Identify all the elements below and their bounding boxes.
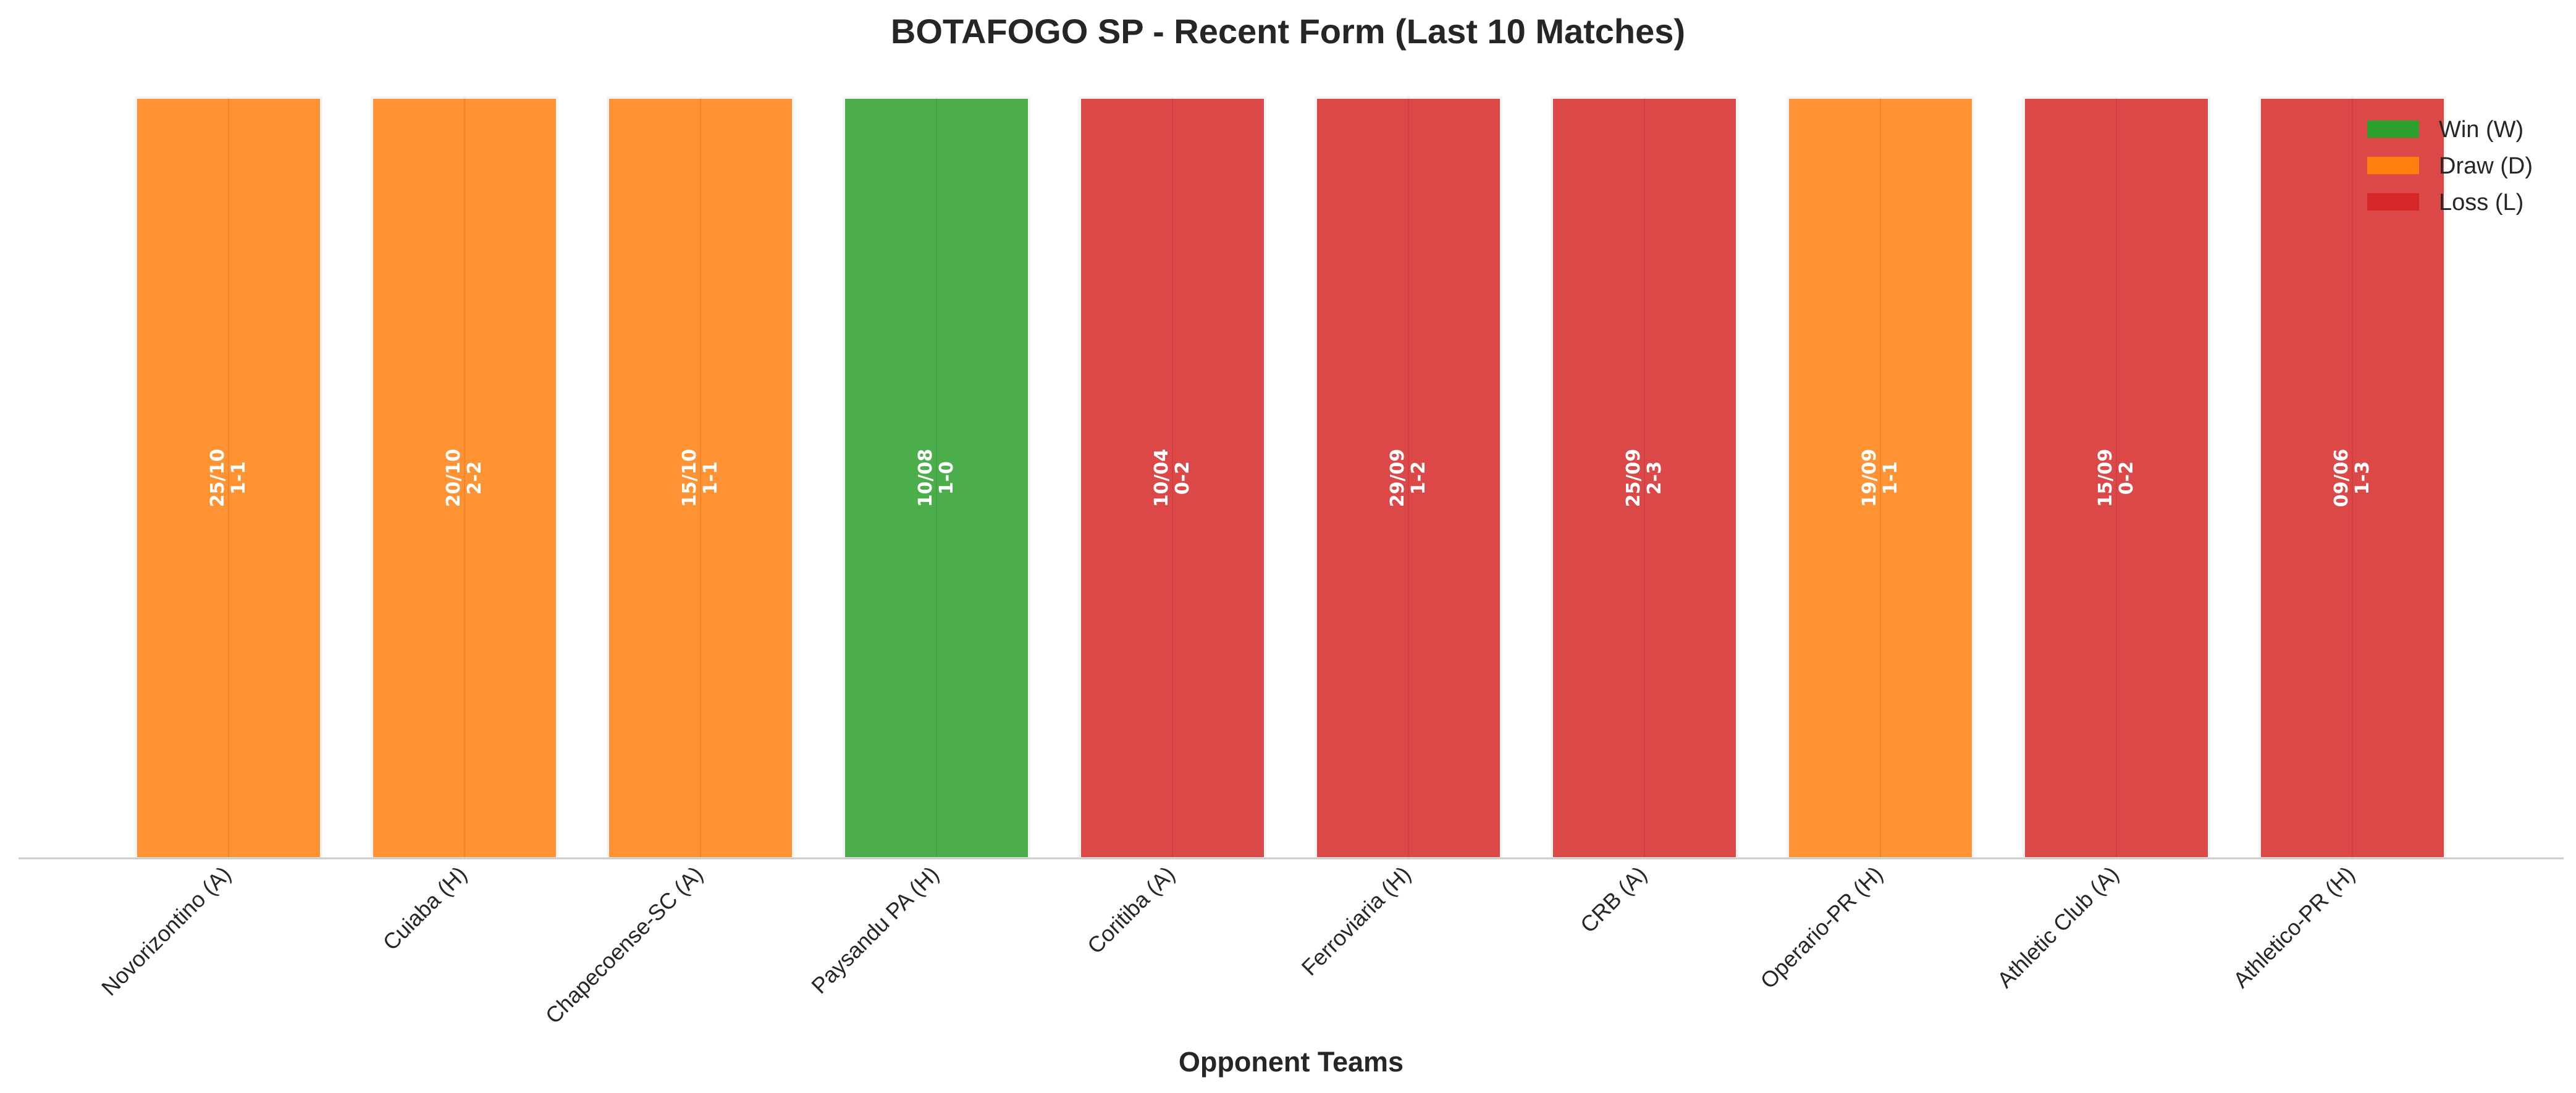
bar-5 <box>1079 96 1266 860</box>
legend-label: Win (W) <box>2439 117 2523 143</box>
bars-layer: 25/101-1 20/102-2 15/101-1 10/081-0 10/040-2… <box>135 96 2446 860</box>
x-tick-labels: Novorizontino (A) Cuiaba (H) Chapecoense-S… <box>96 861 2360 1029</box>
bar-date: 20/10 <box>443 449 465 507</box>
bar-score: 1-1 <box>228 461 250 495</box>
bar-score: 0-2 <box>1172 461 1193 495</box>
legend-swatch <box>2367 193 2419 211</box>
bar-score: 0-2 <box>2116 461 2137 495</box>
bar-label-7: 25/092-3 <box>1623 449 1665 507</box>
x-tick-label-7: CRB (A) <box>1575 861 1652 938</box>
bar-date: 10/08 <box>915 449 937 507</box>
bar-label-1: 25/101-1 <box>207 449 250 507</box>
bar-date: 15/09 <box>2095 449 2116 507</box>
legend-label: Draw (D) <box>2439 153 2533 179</box>
bar-10 <box>2258 96 2446 860</box>
x-tick-label-8: Operario-PR (H) <box>1755 861 1887 994</box>
bar-score: 1-2 <box>1408 461 1429 495</box>
bar-2 <box>371 96 558 860</box>
bar-6 <box>1315 96 1502 860</box>
bar-label-4: 10/081-0 <box>915 449 958 507</box>
bar-date: 25/10 <box>207 449 229 507</box>
bar-7 <box>1551 96 1738 860</box>
legend-label: Loss (L) <box>2439 190 2523 216</box>
legend-swatch <box>2367 120 2419 138</box>
bar-score: 2-3 <box>1644 461 1665 495</box>
bar-date: 29/09 <box>1387 449 1408 507</box>
bar-score: 1-1 <box>700 461 722 495</box>
bar-date: 15/10 <box>679 449 701 507</box>
bar-4 <box>843 96 1030 860</box>
bar-date: 09/06 <box>2331 449 2352 507</box>
legend-item-d[interactable]: Draw (D) <box>2367 153 2533 179</box>
bar-label-2: 20/102-2 <box>443 449 486 507</box>
x-tick-label-5: Coritiba (A) <box>1082 861 1180 959</box>
bar-label-5: 10/040-2 <box>1151 449 1193 507</box>
legend-item-l[interactable]: Loss (L) <box>2367 190 2523 216</box>
bar-date: 25/09 <box>1623 449 1644 507</box>
bar-score: 1-0 <box>936 461 958 495</box>
bar-label-8: 19/091-1 <box>1859 449 1901 507</box>
x-tick-label-10: Athletico-PR (H) <box>2228 861 2360 993</box>
legend-swatch <box>2367 157 2419 174</box>
x-tick-label-2: Cuiaba (H) <box>378 861 472 955</box>
bar-score: 1-3 <box>2352 461 2373 495</box>
x-tick-label-4: Paysandu PA (H) <box>806 861 943 999</box>
bar-label-9: 15/090-2 <box>2095 449 2137 507</box>
x-tick-label-1: Novorizontino (A) <box>96 861 236 1001</box>
bar-date: 10/04 <box>1151 449 1172 507</box>
x-tick-label-6: Ferroviaria (H) <box>1297 861 1416 981</box>
legend-item-w[interactable]: Win (W) <box>2367 117 2523 143</box>
legend[interactable]: Win (W) Draw (D) Loss (L) <box>2367 117 2533 216</box>
bar-label-10: 09/061-3 <box>2331 449 2373 507</box>
bar-score: 2-2 <box>464 461 486 495</box>
x-tick-label-3: Chapecoense-SC (A) <box>541 861 708 1029</box>
bar-date: 19/09 <box>1859 449 1880 507</box>
bar-label-6: 29/091-2 <box>1387 449 1429 507</box>
bar-1 <box>135 96 322 860</box>
bar-label-3: 15/101-1 <box>679 449 722 507</box>
bar-3 <box>607 96 794 860</box>
x-axis-label: Opponent Teams <box>1179 1046 1404 1078</box>
x-tick-label-9: Athletic Club (A) <box>1992 861 2124 993</box>
bar-score: 1-1 <box>1880 461 1901 495</box>
chart-title: BOTAFOGO SP - Recent Form (Last 10 Match… <box>891 12 1685 51</box>
